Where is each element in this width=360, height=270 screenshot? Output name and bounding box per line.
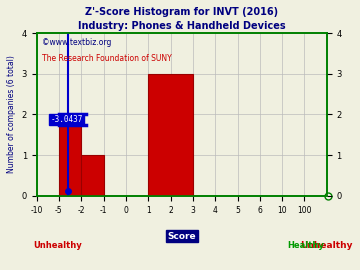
Text: -3.0437: -3.0437 <box>50 115 83 124</box>
Title: Z'-Score Histogram for INVT (2016)
Industry: Phones & Handheld Devices: Z'-Score Histogram for INVT (2016) Indus… <box>78 7 285 31</box>
Y-axis label: Number of companies (6 total): Number of companies (6 total) <box>7 56 16 173</box>
Text: Unhealthy: Unhealthy <box>301 241 353 250</box>
Bar <box>59 114 81 196</box>
Text: Score: Score <box>167 232 196 241</box>
Text: Unhealthy: Unhealthy <box>34 241 82 250</box>
Bar <box>148 74 193 196</box>
Text: Healthy: Healthy <box>287 241 324 250</box>
Text: ©www.textbiz.org: ©www.textbiz.org <box>42 38 112 47</box>
Text: The Research Foundation of SUNY: The Research Foundation of SUNY <box>42 54 172 63</box>
Bar <box>81 155 104 196</box>
